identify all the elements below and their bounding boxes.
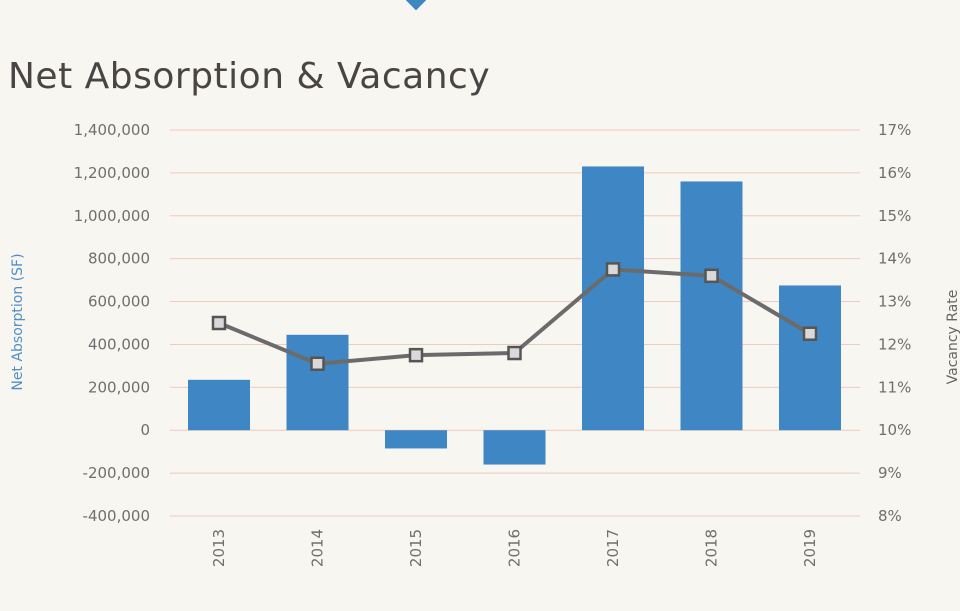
bar-2014 xyxy=(286,334,349,431)
x-tick-label: 2018 xyxy=(703,529,721,567)
left-tick-label: 1,000,000 xyxy=(74,207,150,225)
vacancy-marker-2019 xyxy=(802,326,818,341)
x-tick-label: 2014 xyxy=(309,529,327,567)
left-axis-title: Net Absorption (SF) xyxy=(10,253,26,390)
left-tick-label: 1,400,000 xyxy=(74,121,150,139)
chart-title: Net Absorption & Vacancy xyxy=(8,56,491,97)
x-tick-label: 2019 xyxy=(801,529,819,567)
bar-2016 xyxy=(483,430,546,465)
left-tick-label: 1,200,000 xyxy=(74,164,150,182)
right-tick-label: 17% xyxy=(878,121,911,139)
left-tick-label: 400,000 xyxy=(88,335,150,353)
right-tick-label: 8% xyxy=(878,507,902,525)
bar-2013 xyxy=(188,379,250,431)
bar-2018 xyxy=(680,181,743,431)
x-tick-label: 2016 xyxy=(506,529,524,567)
vacancy-marker-2018 xyxy=(704,268,719,284)
left-tick-label: 600,000 xyxy=(88,293,150,311)
bar-2019 xyxy=(779,285,841,431)
vacancy-marker-2013 xyxy=(211,315,227,331)
right-tick-label: 13% xyxy=(878,293,911,311)
x-tick-label: 2015 xyxy=(407,529,425,567)
vacancy-line-series xyxy=(211,262,818,371)
bar-2015 xyxy=(385,430,447,449)
vacancy-marker-2016 xyxy=(507,345,522,361)
left-tick-label: 800,000 xyxy=(88,250,150,268)
x-axis-ticks: 2013 2014 2015 2016 2017 2018 2019 xyxy=(210,529,819,567)
x-tick-label: 2013 xyxy=(210,529,228,567)
x-tick-label: 2017 xyxy=(604,529,622,567)
right-tick-label: 15% xyxy=(878,207,911,225)
right-tick-label: 10% xyxy=(878,421,911,439)
right-tick-label: 12% xyxy=(878,335,911,353)
left-tick-label: -400,000 xyxy=(83,507,150,525)
right-axis-ticks: 8% 9% 10% 11% 12% 13% 14% 15% 16% 17% xyxy=(878,121,911,525)
left-tick-label: -200,000 xyxy=(83,464,150,482)
bar-2017 xyxy=(582,166,644,431)
vacancy-marker-2017 xyxy=(605,262,621,277)
right-tick-label: 11% xyxy=(878,378,911,396)
bar-series xyxy=(188,166,841,465)
left-axis-ticks: -400,000 -200,000 0 200,000 400,000 600,000 80… xyxy=(74,121,150,525)
left-tick-label: 200,000 xyxy=(88,378,150,396)
left-tick-label: 0 xyxy=(140,421,150,439)
right-tick-label: 14% xyxy=(878,250,911,268)
right-tick-label: 9% xyxy=(878,464,902,482)
right-tick-label: 16% xyxy=(878,164,911,182)
right-axis-title: Vacancy Rate xyxy=(945,290,960,385)
vacancy-marker-2014 xyxy=(310,356,325,371)
vacancy-marker-2015 xyxy=(408,347,424,363)
